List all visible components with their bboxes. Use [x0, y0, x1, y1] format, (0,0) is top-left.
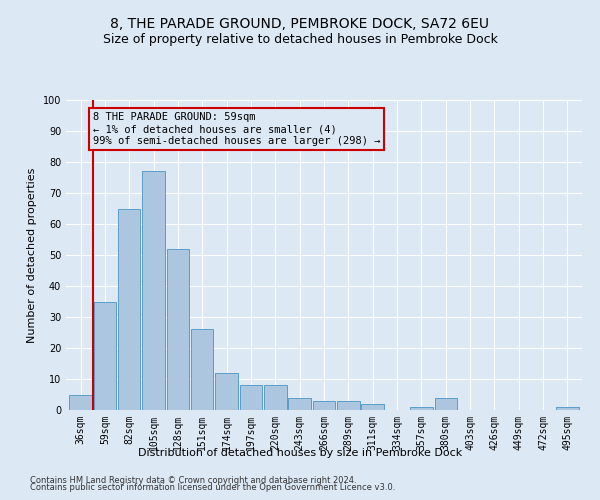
Bar	[215, 373, 238, 410]
Text: Contains public sector information licensed under the Open Government Licence v3: Contains public sector information licen…	[30, 484, 395, 492]
Bar	[264, 385, 287, 410]
Bar	[556, 407, 578, 410]
Y-axis label: Number of detached properties: Number of detached properties	[27, 168, 37, 342]
Text: 8, THE PARADE GROUND, PEMBROKE DOCK, SA72 6EU: 8, THE PARADE GROUND, PEMBROKE DOCK, SA7…	[110, 18, 490, 32]
Bar	[94, 302, 116, 410]
Bar	[191, 330, 214, 410]
Bar	[142, 172, 165, 410]
Bar	[410, 407, 433, 410]
Bar	[118, 208, 140, 410]
Bar	[361, 404, 384, 410]
Bar	[434, 398, 457, 410]
Bar	[167, 249, 189, 410]
Text: Size of property relative to detached houses in Pembroke Dock: Size of property relative to detached ho…	[103, 32, 497, 46]
Text: Contains HM Land Registry data © Crown copyright and database right 2024.: Contains HM Land Registry data © Crown c…	[30, 476, 356, 485]
Text: Distribution of detached houses by size in Pembroke Dock: Distribution of detached houses by size …	[138, 448, 462, 458]
Bar	[70, 394, 92, 410]
Bar	[240, 385, 262, 410]
Text: 8 THE PARADE GROUND: 59sqm
← 1% of detached houses are smaller (4)
99% of semi-d: 8 THE PARADE GROUND: 59sqm ← 1% of detac…	[93, 112, 380, 146]
Bar	[313, 400, 335, 410]
Bar	[337, 400, 359, 410]
Bar	[289, 398, 311, 410]
